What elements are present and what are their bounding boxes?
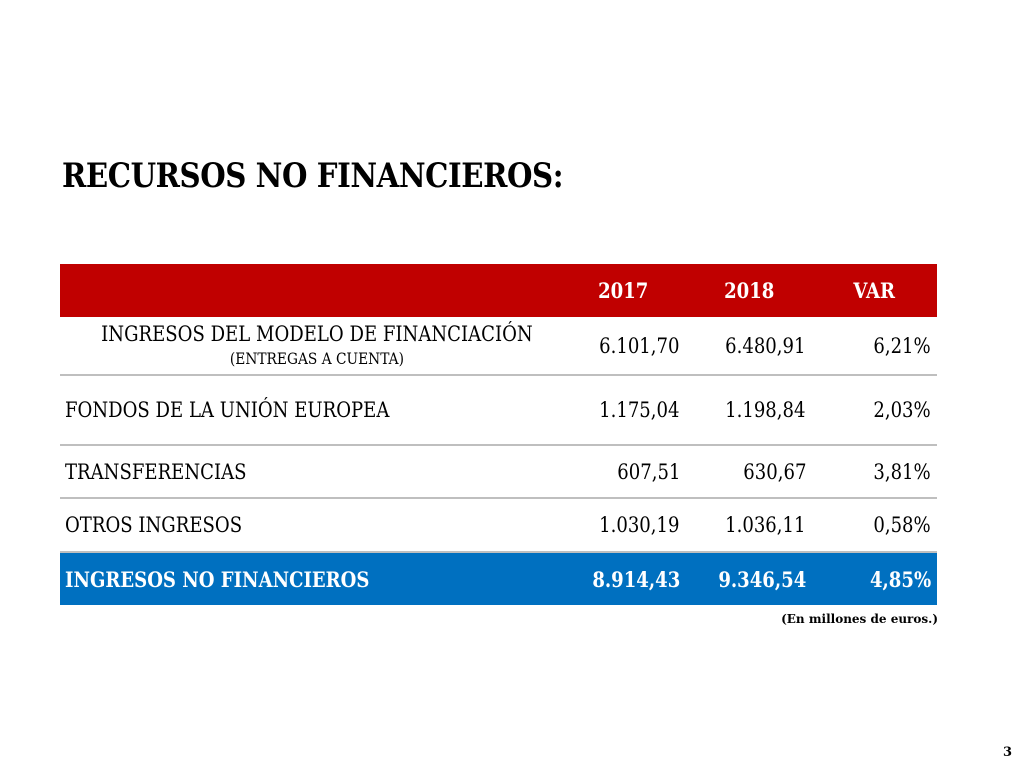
table-row: TRANSFERENCIAS 607,51 630,67 3,81% [60,445,937,499]
income-table: 2017 2018 VAR INGRESOS DEL MODELO DE FIN… [60,264,937,605]
value-2017: 6.101,70 [560,317,686,376]
header-label-column [60,264,560,317]
page-title: RECURSOS NO FINANCIEROS: [62,156,564,196]
value-2017: 1.030,19 [560,498,686,553]
units-footnote: (En millones de euros.) [781,612,938,626]
total-2017: 8.914,43 [592,566,680,592]
table-row: OTROS INGRESOS 1.030,19 1.036,11 0,58% [60,498,937,553]
total-var: 4,85% [869,566,931,592]
row-sublabel: (ENTREGAS A CUENTA) [229,349,404,368]
total-row: INGRESOS NO FINANCIEROS 8.914,43 9.346,5… [60,552,937,605]
page-number: 3 [1002,745,1012,760]
value-2018: 630,67 [686,445,812,499]
row-label: TRANSFERENCIAS [60,445,560,499]
row-label: INGRESOS DEL MODELO DE FINANCIACIÓN (ENT… [60,317,560,376]
row-label: OTROS INGRESOS [60,498,560,553]
row-label: FONDOS DE LA UNIÓN EUROPEA [60,375,560,446]
value-2017: 1.175,04 [560,375,686,446]
value-var: 2,03% [812,375,937,446]
value-var: 6,21% [812,317,937,376]
total-2018: 9.346,54 [718,566,806,592]
row-label-main: INGRESOS DEL MODELO DE FINANCIACIÓN [101,322,533,346]
header-var: VAR [853,278,896,303]
value-2018: 1.198,84 [686,375,812,446]
value-2018: 1.036,11 [686,498,812,553]
table-header-row: 2017 2018 VAR [60,264,937,317]
total-label: INGRESOS NO FINANCIEROS [65,566,370,592]
value-var: 3,81% [812,445,937,499]
value-var: 0,58% [812,498,937,553]
value-2017: 607,51 [560,445,686,499]
table-row: INGRESOS DEL MODELO DE FINANCIACIÓN (ENT… [60,317,937,376]
header-2018: 2018 [723,278,775,303]
value-2018: 6.480,91 [686,317,812,376]
table-row: FONDOS DE LA UNIÓN EUROPEA 1.175,04 1.19… [60,375,937,446]
header-2017: 2017 [597,278,649,303]
